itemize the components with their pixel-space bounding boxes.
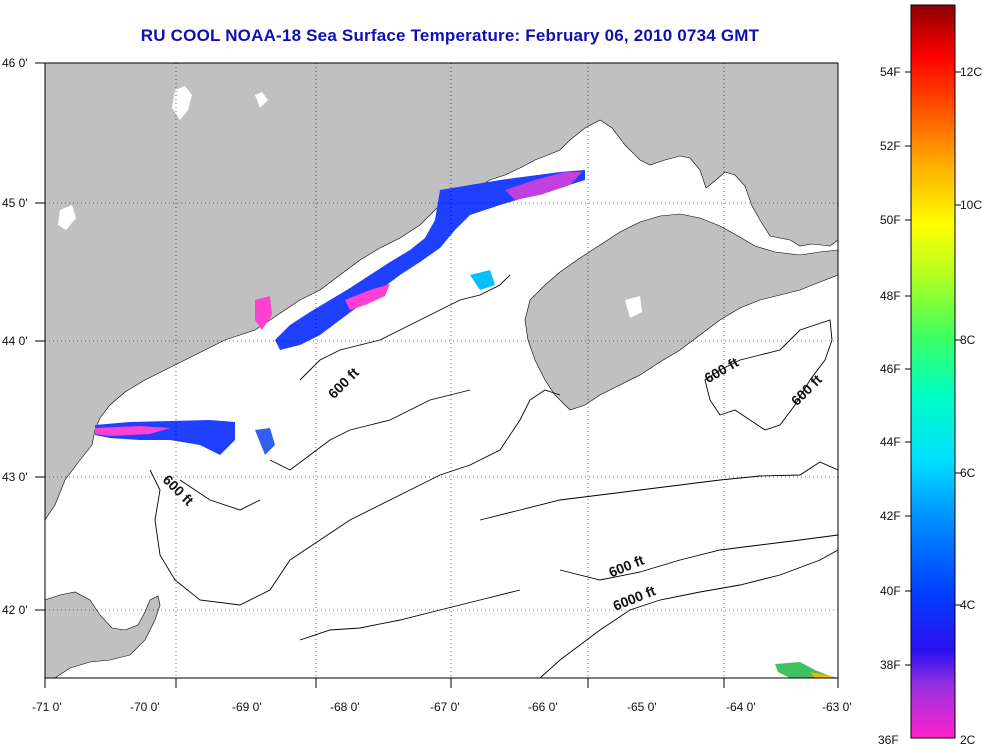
colorbar-f-label: 42F [880, 509, 901, 523]
axis-ticks [35, 62, 839, 688]
colorbar-f-label: 46F [880, 362, 901, 376]
colorbar-c-label: 10C [960, 198, 983, 212]
colorbar-f-label: 36F [878, 733, 899, 747]
colorbar-c-label: 6C [960, 466, 976, 480]
colorbar-f-label: 38F [880, 658, 901, 672]
depth-contours [149, 274, 838, 678]
colorbar-f-label: 50F [880, 213, 901, 227]
colorbar-f-label: 48F [880, 289, 901, 303]
x-tick-label: -66 0' [528, 700, 558, 714]
y-tick-label: 45 0' [2, 196, 28, 210]
x-tick-label: -68 0' [330, 700, 360, 714]
sst-patches [95, 170, 838, 678]
x-tick-label: -63 0' [822, 700, 852, 714]
colorbar-c-label: 12C [960, 65, 983, 79]
colorbar-f-label: 52F [880, 139, 901, 153]
colorbar-f-label: 54F [880, 65, 901, 79]
y-tick-label: 42 0' [2, 603, 28, 617]
colorbar-f-label: 40F [880, 584, 901, 598]
map-area [45, 63, 838, 678]
y-tick-label: 44 0' [2, 334, 28, 348]
colorbar-c-label: 2C [960, 733, 976, 747]
y-tick-label: 46 0' [2, 56, 28, 70]
map-title: RU COOL NOAA-18 Sea Surface Temperature:… [140, 26, 760, 45]
x-tick-label: -67 0' [430, 700, 460, 714]
land-maine-newbrunswick [45, 63, 838, 521]
x-tick-label: -65 0' [627, 700, 657, 714]
land-nova-scotia [524, 213, 838, 411]
land-massachusetts [45, 591, 161, 678]
x-tick-label: -70 0' [130, 700, 160, 714]
map-frame [44, 62, 839, 679]
x-tick-label: -69 0' [232, 700, 262, 714]
colorbar-c-label: 8C [960, 333, 976, 347]
colorbar-f-label: 44F [880, 435, 901, 449]
x-tick-label: -71 0' [32, 700, 62, 714]
colorbar [910, 4, 956, 739]
x-tick-label: -64 0' [726, 700, 756, 714]
map-grid [45, 63, 838, 678]
y-tick-label: 43 0' [2, 470, 28, 484]
colorbar-c-label: 4C [960, 598, 976, 612]
